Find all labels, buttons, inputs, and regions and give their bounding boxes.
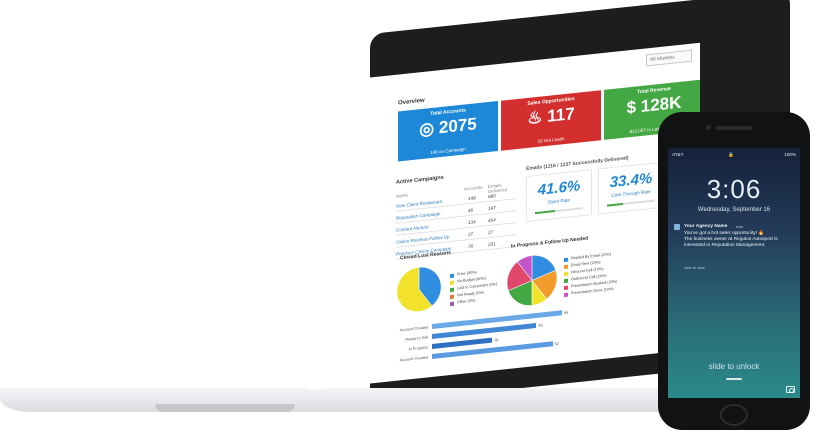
legend-swatch — [564, 257, 568, 262]
funnel-value: 45 — [538, 322, 543, 328]
phone: AT&T 🔒 100% 3:06 Wednesday, September 16… — [658, 112, 810, 430]
legend-swatch — [450, 294, 454, 299]
legend-swatch — [450, 287, 454, 292]
legend-swatch — [564, 285, 568, 290]
battery: 100% — [784, 152, 796, 157]
legend-swatch — [564, 271, 568, 276]
legend-label: Price (40%) — [457, 270, 477, 277]
lock-screen: AT&T 🔒 100% 3:06 Wednesday, September 16… — [668, 148, 800, 398]
accounts-cell: 76 — [468, 243, 474, 250]
notification-action[interactable]: slide to view — [684, 266, 705, 270]
notification-body: You've got a hot sales opportunity! 🔥 Th… — [684, 231, 796, 249]
notification-line2: The business owner at Regulus Autosport … — [684, 237, 778, 248]
card-sub: 19 Hot Leads — [537, 136, 565, 144]
funnel-label: In Progress — [408, 345, 428, 352]
legend-swatch — [450, 280, 454, 285]
funnel-label: Account Created — [399, 325, 428, 333]
dashboard-screen: All Markets Overview Total Accounts ◎ 20… — [308, 42, 700, 391]
col-accounts: Accounts — [464, 184, 483, 192]
in-progress-legend: Replied By Email (20%) Email Sent (20%) In… — [564, 251, 617, 299]
accounts-cell: 46 — [468, 207, 474, 214]
app-icon — [674, 224, 680, 230]
accounts-cell: 134 — [468, 219, 476, 226]
pie-slice[interactable] — [516, 255, 533, 282]
accounts-cell: 27 — [468, 231, 474, 238]
emails-cell: 147 — [488, 205, 496, 212]
legend-swatch — [564, 278, 568, 283]
camera-icon[interactable] — [786, 386, 795, 393]
in-progress-pie[interactable] — [506, 252, 558, 309]
col-name: Name — [396, 192, 409, 199]
lock-time: 3:06 — [706, 174, 762, 204]
campaign-link[interactable]: Content Nurture — [396, 224, 429, 233]
overview-title: Overview — [398, 97, 425, 107]
notification-line1: You've got a hot sales opportunity! 🔥 — [684, 231, 765, 236]
legend-swatch — [564, 264, 568, 269]
lock-icon: 🔒 — [728, 152, 734, 157]
total-accounts-card[interactable]: Total Accounts ◎ 2075 148 on Campaign — [398, 101, 498, 162]
active-campaigns-title: Active Campaigns — [396, 174, 444, 186]
open-rate-tile[interactable]: 41.6% Open Rate — [526, 169, 592, 223]
click-rate-bar — [607, 199, 655, 207]
home-indicator — [726, 378, 742, 380]
open-rate-fill — [535, 210, 555, 215]
notification-app: Your Agency Name — [684, 224, 728, 229]
legend-swatch — [564, 292, 568, 297]
pie-slice[interactable] — [396, 266, 433, 314]
card-sub: 148 on Campaign — [430, 146, 466, 156]
funnel-label: Ready to Sell — [405, 335, 428, 342]
home-button[interactable] — [720, 404, 748, 426]
emails-cell: 231 — [488, 241, 496, 248]
campaign-link[interactable]: New Client Restaurant — [396, 198, 442, 209]
legend-swatch — [450, 301, 454, 306]
closed-lost-pie[interactable] — [396, 264, 442, 315]
sales-opportunities-card[interactable]: Sales Opportunities ♨ 117 19 Hot Leads — [501, 90, 601, 151]
globe-icon: ◎ — [419, 118, 435, 140]
laptop-notch — [155, 404, 295, 412]
emails-cell: 27 — [488, 229, 494, 236]
notification[interactable]: Your Agency Name now You've got a hot sa… — [674, 224, 798, 276]
lock-date: Wednesday, September 16 — [697, 207, 771, 213]
front-camera — [706, 125, 711, 130]
status-bar: AT&T 🔒 100% — [672, 152, 796, 160]
funnel-value: 56 — [563, 310, 569, 315]
click-rate-fill — [607, 202, 624, 207]
carrier: AT&T — [672, 152, 684, 157]
accounts-cell: 148 — [468, 195, 476, 202]
open-rate-bar — [535, 207, 583, 215]
speaker — [716, 126, 752, 130]
flame-icon: ♨ — [527, 107, 543, 128]
emails-cell: 454 — [488, 217, 496, 224]
slide-to-unlock[interactable]: slide to unlock — [708, 362, 760, 371]
legend-label: Other (0%) — [457, 298, 476, 305]
in-progress-title: In Progress & Follow Up Needed — [511, 235, 589, 250]
emails-cell: 680 — [488, 193, 496, 200]
laptop-base — [0, 388, 700, 412]
closed-lost-legend: Price (40%) No Budget (60%) Lost to Compet… — [450, 268, 497, 308]
funnel-value: 52 — [554, 341, 559, 346]
notification-time: now — [736, 224, 743, 229]
click-rate-tile[interactable]: 33.4% Click Through Rate — [598, 161, 664, 215]
funnel-label: Account Created — [399, 355, 428, 363]
funnel-value: 26 — [494, 337, 499, 342]
markets-filter[interactable]: All Markets — [646, 49, 692, 67]
legend-swatch — [450, 273, 454, 278]
campaign-link[interactable]: Reputation Campaign — [396, 211, 441, 221]
